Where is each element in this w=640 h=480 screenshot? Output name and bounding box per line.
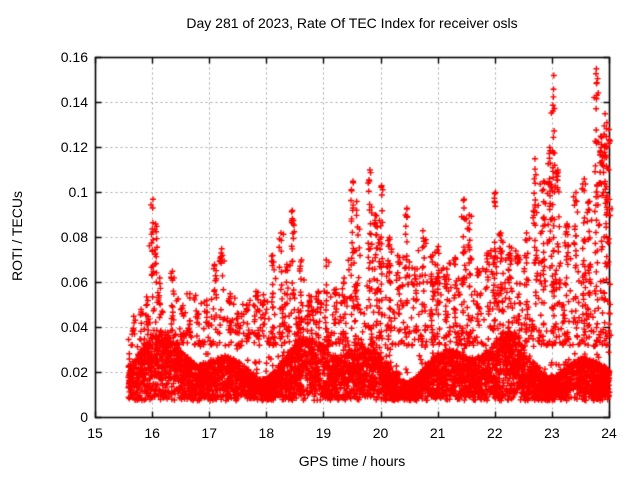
- x-tick-label: 22: [486, 425, 503, 441]
- y-tick-label: 0.02: [60, 364, 88, 380]
- x-tick-label: 19: [315, 425, 332, 441]
- y-tick-label: 0.1: [68, 184, 88, 200]
- y-tick-label: 0.08: [60, 229, 88, 245]
- chart-title: Day 281 of 2023, Rate Of TEC Index for r…: [186, 15, 518, 31]
- x-tick-label: 18: [258, 425, 275, 441]
- x-tick-label: 21: [429, 425, 446, 441]
- x-tick-label: 24: [601, 425, 617, 441]
- y-tick-label: 0.04: [60, 319, 88, 335]
- y-tick-label: 0.16: [60, 49, 88, 65]
- x-tick-label: 15: [87, 425, 103, 441]
- x-axis-label: GPS time / hours: [298, 453, 406, 469]
- x-tick-label: 17: [201, 425, 218, 441]
- x-tick-label: 23: [544, 425, 560, 441]
- y-tick-label: 0.06: [60, 274, 88, 290]
- y-axis-label: ROTI / TECUs: [9, 191, 25, 281]
- y-tick-label: 0: [80, 409, 88, 425]
- x-tick-label: 16: [144, 425, 160, 441]
- x-tick-label: 20: [372, 425, 389, 441]
- y-tick-label: 0.12: [60, 139, 88, 155]
- y-tick-label: 0.14: [60, 94, 88, 110]
